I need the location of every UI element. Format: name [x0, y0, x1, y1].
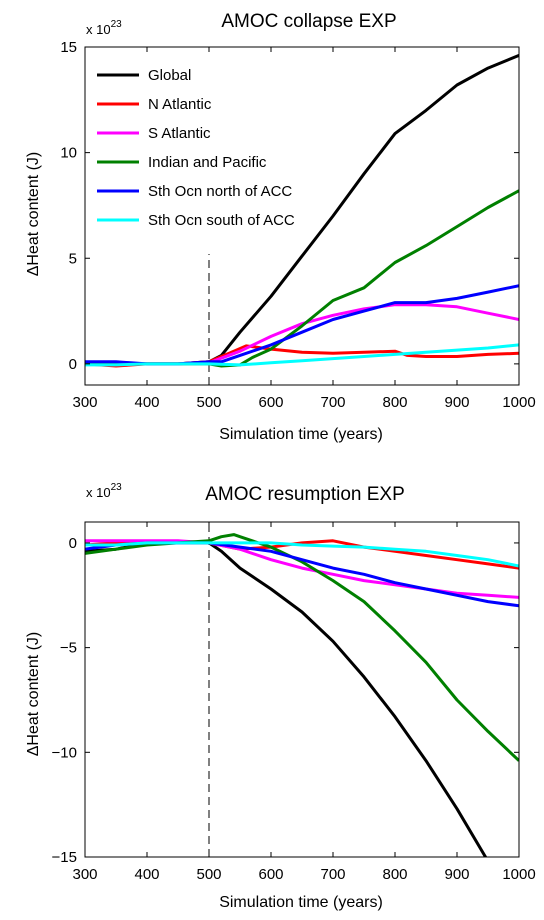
x-axis-label: Simulation time (years) [219, 426, 383, 443]
x-tick-label: 600 [258, 866, 283, 883]
legend-label: Sth Ocn south of ACC [148, 212, 295, 229]
series-line-s-atlantic [85, 539, 519, 599]
axes-box [84, 46, 520, 386]
y-tick-label: 0 [69, 356, 77, 373]
series-line-sth-ocn-south-of-acc [85, 343, 519, 367]
legend-label: S Atlantic [148, 125, 211, 142]
axes-box [84, 521, 520, 858]
panel-title: AMOC resumption EXP [205, 484, 405, 505]
x-tick-label: 1000 [502, 394, 535, 411]
x-tick-label: 400 [134, 394, 159, 411]
panel-amoc-resumption: AMOC resumption EXP x 1023 ΔHeat content… [25, 482, 536, 911]
x-tick-label: 500 [196, 394, 221, 411]
y-tick-label: −10 [52, 744, 77, 761]
panel-title: AMOC collapse EXP [221, 11, 396, 32]
series-line-sth-ocn-south-of-acc [85, 541, 519, 568]
y-multiplier: x 1023 [86, 482, 122, 500]
x-axis-label: Simulation time (years) [219, 894, 383, 911]
y-multiplier: x 1023 [86, 19, 122, 37]
x-tick-label: 800 [382, 866, 407, 883]
panel-amoc-collapse: AMOC collapse EXP x 1023 ΔHeat content (… [25, 11, 536, 443]
x-tick-label: 400 [134, 866, 159, 883]
legend: Global N Atlantic S Atlantic Indian and Pac… [97, 67, 295, 229]
x-tick-label: 300 [72, 394, 97, 411]
y-tick-label: −15 [52, 849, 77, 866]
x-tick-label: 600 [258, 394, 283, 411]
x-tick-label: 900 [444, 866, 469, 883]
legend-label: N Atlantic [148, 96, 212, 113]
x-tick-label: 700 [320, 394, 345, 411]
x-tick-label: 500 [196, 866, 221, 883]
y-tick-label: 15 [60, 39, 77, 56]
x-tick-label: 900 [444, 394, 469, 411]
legend-label: Global [148, 67, 191, 84]
y-tick-label: 10 [60, 145, 77, 162]
x-tick-label: 300 [72, 866, 97, 883]
x-tick-label: 1000 [502, 866, 535, 883]
y-tick-label: −5 [60, 640, 77, 657]
y-axis-label: ΔHeat content (J) [25, 632, 42, 757]
legend-label: Sth Ocn north of ACC [148, 183, 292, 200]
x-tick-label: 800 [382, 394, 407, 411]
y-tick-label: 5 [69, 250, 77, 267]
x-tick-label: 700 [320, 866, 345, 883]
series-line-sth-ocn-north-of-acc [85, 541, 519, 608]
legend-label: Indian and Pacific [148, 154, 267, 171]
y-axis-label: ΔHeat content (J) [25, 152, 42, 277]
y-tick-label: 0 [69, 535, 77, 552]
